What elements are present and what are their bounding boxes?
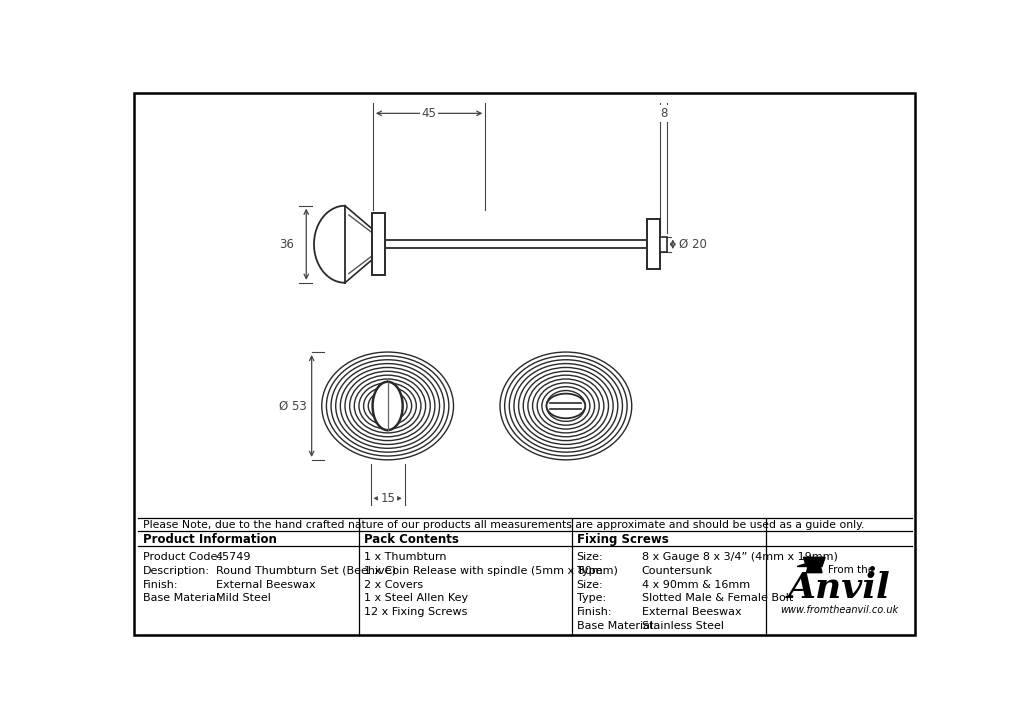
- Text: 2 x Covers: 2 x Covers: [364, 580, 423, 590]
- Text: Size:: Size:: [577, 580, 603, 590]
- Text: Ø 53: Ø 53: [280, 400, 307, 413]
- Text: From the: From the: [827, 564, 873, 575]
- Text: Mild Steel: Mild Steel: [216, 593, 270, 603]
- Text: 4 x 90mm & 16mm: 4 x 90mm & 16mm: [642, 580, 750, 590]
- Text: Fixing Screws: Fixing Screws: [577, 533, 669, 546]
- Text: 8 x Gauge 8 x 3/4” (4mm x 19mm): 8 x Gauge 8 x 3/4” (4mm x 19mm): [642, 552, 838, 562]
- Bar: [659, 237, 668, 252]
- Ellipse shape: [547, 394, 586, 418]
- Bar: [372, 213, 385, 275]
- Text: Round Thumbturn Set (Beehive): Round Thumbturn Set (Beehive): [216, 566, 395, 576]
- Text: Slotted Male & Female Bolt: Slotted Male & Female Bolt: [642, 593, 793, 603]
- Text: Finish:: Finish:: [577, 607, 612, 617]
- Text: 36: 36: [280, 238, 294, 251]
- Polygon shape: [804, 557, 825, 567]
- Text: 1 x Coin Release with spindle (5mm x 80mm): 1 x Coin Release with spindle (5mm x 80m…: [364, 566, 617, 576]
- Text: 45: 45: [422, 107, 436, 120]
- Ellipse shape: [373, 382, 402, 430]
- Text: Product Information: Product Information: [142, 533, 276, 546]
- Text: Anvil: Anvil: [787, 571, 891, 605]
- Text: Please Note, due to the hand crafted nature of our products all measurements are: Please Note, due to the hand crafted nat…: [142, 520, 864, 529]
- Text: Base Material:: Base Material:: [142, 593, 222, 603]
- Text: Type:: Type:: [577, 593, 606, 603]
- Polygon shape: [807, 567, 822, 572]
- Text: 1 x Steel Allen Key: 1 x Steel Allen Key: [364, 593, 468, 603]
- Text: Countersunk: Countersunk: [642, 566, 713, 576]
- Text: 45749: 45749: [216, 552, 251, 562]
- Text: External Beeswax: External Beeswax: [642, 607, 741, 617]
- Bar: [647, 219, 659, 269]
- Text: Description:: Description:: [142, 566, 210, 576]
- Text: Stainless Steel: Stainless Steel: [642, 621, 724, 631]
- Text: Ø 20: Ø 20: [679, 238, 707, 251]
- Text: 15: 15: [380, 492, 395, 505]
- Polygon shape: [798, 564, 807, 567]
- Text: Finish:: Finish:: [142, 580, 178, 590]
- Text: Type:: Type:: [577, 566, 606, 576]
- Text: Pack Contents: Pack Contents: [364, 533, 459, 546]
- Text: 8: 8: [659, 107, 668, 120]
- Text: Product Code:: Product Code:: [142, 552, 221, 562]
- Text: Base Material:: Base Material:: [577, 621, 656, 631]
- Text: 12 x Fixing Screws: 12 x Fixing Screws: [364, 607, 467, 617]
- Text: Size:: Size:: [577, 552, 603, 562]
- Text: External Beeswax: External Beeswax: [216, 580, 315, 590]
- Text: 1 x Thumbturn: 1 x Thumbturn: [364, 552, 446, 562]
- Text: www.fromtheanvil.co.uk: www.fromtheanvil.co.uk: [780, 605, 898, 615]
